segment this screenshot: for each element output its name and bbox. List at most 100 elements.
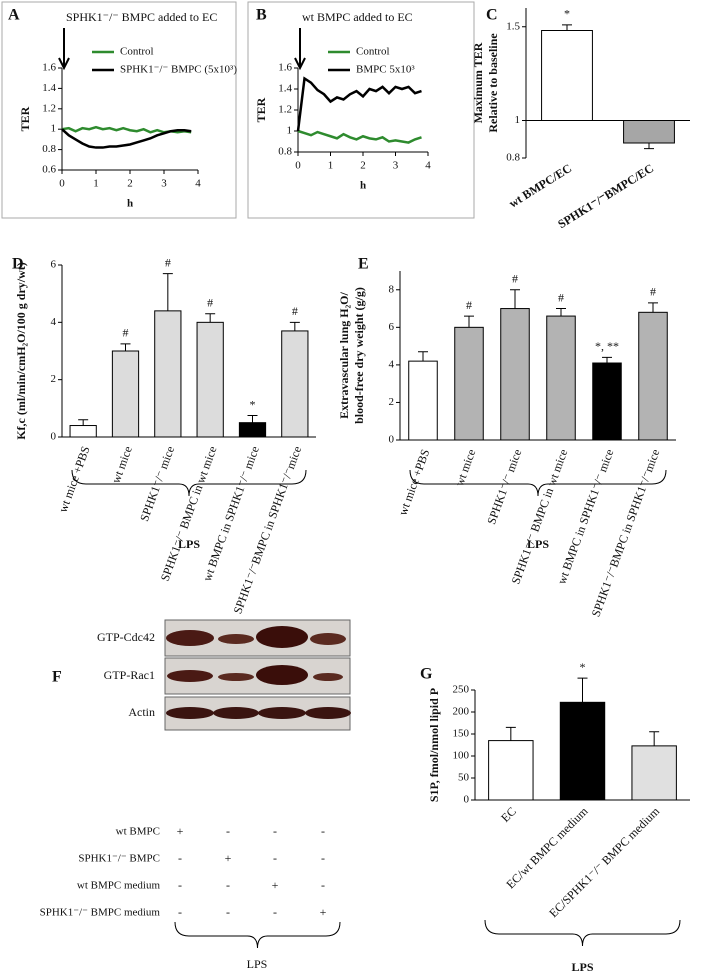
y-tick-label: 0.6 [42,164,56,176]
y-tick-label: 1.4 [42,82,56,94]
panel-label: G [420,666,433,683]
data-line [61,128,192,149]
data-line [297,129,422,144]
y-tick-label: 1 [51,123,57,135]
condition-mark: - [321,851,325,865]
bar-annotation: # [292,304,298,318]
bar [638,311,668,441]
legend-label: Control [356,46,390,58]
group-brace [174,921,341,949]
bar [154,310,182,438]
bar [488,740,534,801]
bar [111,350,140,438]
bar [408,360,438,441]
x-tick-label: 4 [195,178,201,190]
y-axis-label: blood-free dry weight (g/g) [352,287,366,424]
x-tick-label: wt mice [452,447,478,488]
y-tick-label: 1.2 [42,102,56,114]
x-tick-label: 0 [295,160,301,172]
bar [631,745,677,801]
y-tick-label: 0.8 [278,146,292,158]
condition-mark: - [226,824,230,838]
y-tick-label: 4 [389,358,395,370]
y-axis-label: Kf,c (ml/min/cmH₂O/100 g dry/wt) [14,262,28,440]
bar [500,308,530,441]
bar [281,330,309,438]
x-tick-label: 3 [393,160,399,172]
group-label: LPS [178,537,200,551]
x-tick-label: wt mice [109,444,135,485]
y-tick-label: 2 [51,373,57,385]
y-tick-label: 0.8 [506,152,520,164]
x-tick-label: 3 [161,178,167,190]
group-brace [409,469,667,497]
y-tick-label: 1.5 [506,20,520,32]
y-tick-label: 0 [464,794,470,806]
panel-frame [1,1,237,219]
bar [592,362,622,441]
condition-label: SPHK1⁻/⁻ BMPC medium [40,907,161,919]
panel-label: E [358,256,369,273]
bar [559,701,606,801]
bar [541,30,593,121]
data-line [296,76,422,132]
legend-label: Control [120,46,154,58]
error-bar [556,308,566,317]
condition-mark: - [178,851,182,865]
y-axis-label: Extravascular lung H₂O/ [337,291,351,418]
condition-mark: - [321,824,325,838]
x-axis-label: h [127,198,133,210]
annotation: SPHK1⁻/⁻ BMPC added to EC [66,10,217,24]
panel-label: A [8,7,20,24]
condition-mark: - [226,905,230,919]
bar [238,422,267,438]
y-tick-label: 250 [453,684,470,696]
error-bar [644,143,654,150]
bar-annotation: * [580,660,586,674]
x-tick-label: wt BMPC/EC [506,161,574,210]
panel-label: C [486,7,498,24]
y-tick-label: 200 [453,706,470,718]
arrow [294,28,306,71]
bar-annotation: * [250,397,256,411]
error-bar [505,726,516,741]
error-bar [602,356,612,364]
legend-label: SPHK1⁻/⁻ BMPC (5x10³) [120,64,237,76]
condition-mark: - [226,878,230,892]
y-tick-label: 0.8 [42,143,56,155]
error-bar [562,24,572,31]
x-tick-label: EC [498,804,519,825]
error-bar [205,313,216,323]
condition-label: SPHK1⁻/⁻ BMPC [78,853,160,865]
bar-annotation: # [165,255,171,269]
group-label: LPS [527,537,549,551]
error-bar [162,273,173,311]
bar [196,321,224,438]
y-tick-label: 6 [51,259,57,271]
arrow [58,28,70,71]
panel-label: B [256,7,267,24]
group-brace [484,919,681,947]
x-tick-label: 0 [59,178,65,190]
y-tick-label: 2 [389,396,395,408]
condition-mark: - [321,878,325,892]
error-bar [289,321,300,331]
blot-image [164,619,351,731]
y-tick-label: 1.6 [42,62,56,74]
condition-mark: + [272,878,279,892]
error-bar [577,677,588,703]
bar [546,315,576,441]
y-tick-label: 0 [51,431,57,443]
y-tick-label: 150 [453,728,470,740]
bar-annotation: # [650,285,656,299]
bar [623,120,675,144]
error-bar [247,415,258,423]
bar [454,326,484,441]
error-bar [78,419,89,426]
error-bar [649,731,660,746]
panel-label: D [12,256,24,273]
legend-label: BMPC 5x10³ [356,64,415,76]
bar-annotation: # [466,298,472,312]
x-tick-label: SPHK1⁻/⁻ mice [484,447,524,526]
